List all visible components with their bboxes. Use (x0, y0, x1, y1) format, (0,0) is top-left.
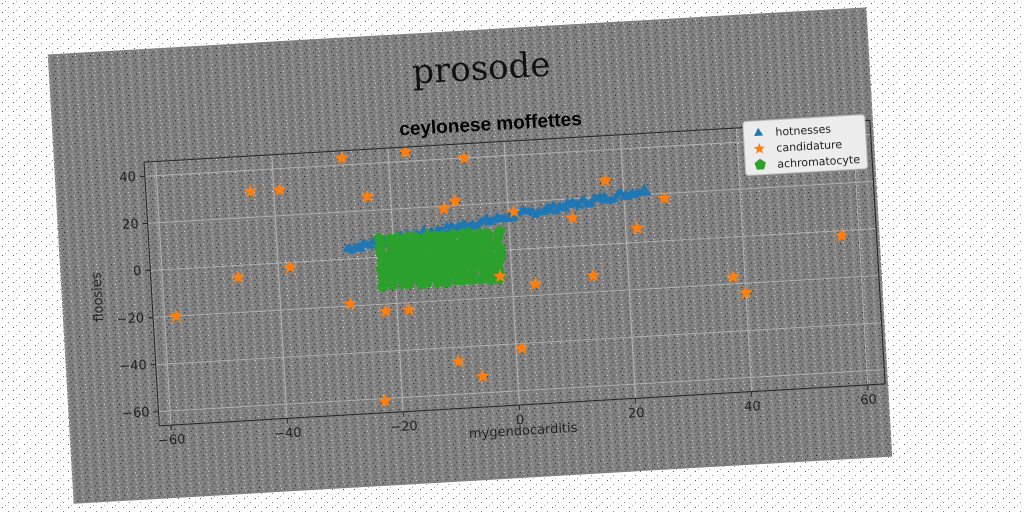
candidature-marker (401, 302, 416, 317)
hotnesses-marker (549, 199, 559, 209)
legend-entry-hotnesses: hotnesses (754, 123, 832, 139)
hotnesses-marker (610, 194, 620, 203)
x-tick-label: −20 (390, 419, 418, 436)
achromatocyte-marker (462, 226, 475, 238)
y-gridline (150, 228, 877, 271)
plot-frame (143, 119, 886, 427)
y-gridline (147, 181, 874, 224)
y-tick-label: −60 (122, 405, 150, 422)
hotnesses-marker (586, 198, 596, 207)
candidature-marker (436, 201, 451, 215)
legend-marker-pentagon (754, 158, 766, 170)
y-tick-label: −40 (119, 358, 147, 375)
hotnesses-marker (575, 200, 585, 209)
x-tick-label: 20 (628, 406, 645, 422)
candidature-marker (565, 210, 580, 225)
candidature-marker (377, 393, 393, 408)
y-gridline (153, 275, 879, 318)
grid-lines (144, 121, 885, 426)
y-gridline (158, 369, 885, 413)
hotnesses-marker (642, 187, 652, 196)
legend-entry-candidature: candidature (753, 138, 843, 155)
hotnesses-marker (356, 243, 366, 252)
x-gridline (271, 154, 288, 419)
x-axis-label: mygendocarditis (469, 421, 579, 442)
candidature-marker (630, 220, 645, 235)
x-gridline (735, 128, 752, 392)
achromatocyte-marker (402, 230, 414, 242)
candidature-marker (657, 190, 672, 205)
candidature-marker (586, 268, 601, 282)
y-gridline (155, 322, 882, 365)
legend-box (742, 114, 868, 176)
candidature-marker (360, 189, 375, 203)
candidature-marker (738, 285, 753, 300)
achromatocyte-marker (473, 227, 485, 239)
candidature-marker (726, 269, 741, 284)
candidature-marker (447, 193, 463, 208)
achromatocyte-marker (447, 228, 459, 240)
y-tick-label: 20 (122, 217, 139, 233)
hotnesses-marker (561, 203, 571, 212)
candidature-marker (514, 340, 529, 355)
y-tick-label: 40 (119, 170, 136, 186)
candidature-marker (834, 227, 849, 242)
y-tick-label: 0 (133, 264, 142, 279)
legend-label-hotnesses: hotnesses (775, 123, 832, 139)
x-tick-label: −60 (158, 432, 186, 449)
candidature-marker (378, 303, 393, 318)
legend-label-candidature: candidature (776, 138, 843, 155)
x-tick-label: 60 (860, 392, 877, 408)
candidature-marker (272, 182, 287, 197)
candidature-marker (528, 276, 543, 290)
legend-label-achromatocyte: achromatocyte (777, 153, 861, 171)
candidature-marker (457, 150, 472, 165)
y-axis-label: floosies (89, 272, 107, 322)
candidature-marker (334, 150, 349, 165)
achromatocyte-marker (429, 229, 441, 242)
achromatocyte-marker (480, 227, 493, 239)
candidature-marker (451, 353, 466, 368)
legend-marker-triangle (754, 127, 764, 137)
x-gridline (619, 134, 636, 399)
x-tick-label: −40 (274, 426, 302, 443)
candidature-marker (398, 144, 413, 159)
figure-suptitle: prosode (411, 45, 551, 93)
candidature-marker (492, 268, 508, 283)
candidature-marker (282, 259, 297, 274)
x-gridline (503, 141, 520, 406)
x-tick-label: 40 (744, 399, 761, 415)
legend-entry-achromatocyte: achromatocyte (754, 153, 861, 171)
candidature-marker (169, 308, 184, 323)
legend-marker-star (753, 142, 765, 154)
legend: hotnesses candidature achromatocyte (742, 114, 868, 176)
x-tick-label: 0 (516, 413, 525, 428)
candidature-marker (243, 183, 258, 198)
candidature-marker (475, 368, 490, 383)
achromatocyte-marker (493, 224, 506, 236)
data-marks (169, 144, 849, 408)
x-gridline (155, 161, 172, 426)
candidature-marker (506, 204, 521, 218)
achromatocyte-marker (409, 230, 421, 242)
achromatocyte-marker (421, 229, 434, 241)
y-tick-label: −20 (116, 311, 144, 328)
candidature-marker (343, 296, 358, 311)
candidature-marker (230, 269, 246, 284)
achromatocyte-marker (391, 231, 403, 243)
axis-ticks: −60 −40 −20 0 20 40 60 40 20 0 −20 −40 −60 (116, 170, 877, 449)
achromatocyte-marker (436, 229, 449, 241)
candidature-marker (598, 172, 613, 187)
achromatocyte-marker (373, 232, 385, 244)
